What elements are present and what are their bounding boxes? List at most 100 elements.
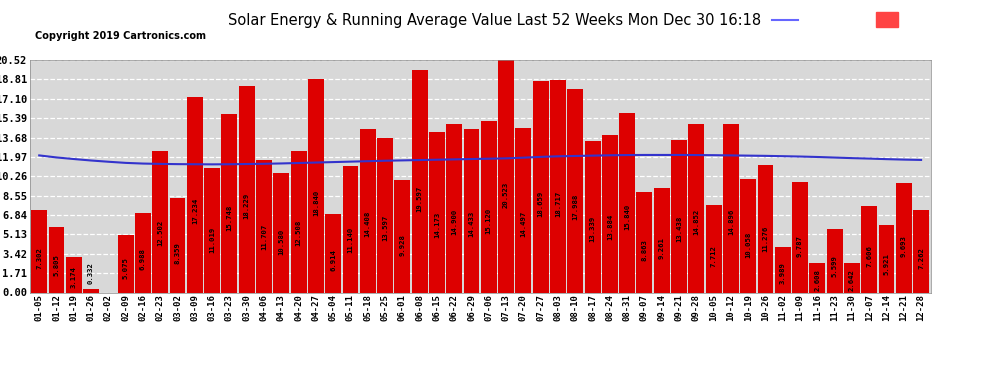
Bar bbox=[446, 124, 462, 292]
Bar bbox=[653, 188, 669, 292]
Text: 5.075: 5.075 bbox=[123, 257, 129, 279]
Bar bbox=[688, 124, 704, 292]
Bar bbox=[516, 128, 532, 292]
Text: 11.019: 11.019 bbox=[209, 227, 215, 253]
Text: 10.580: 10.580 bbox=[278, 229, 284, 255]
Bar bbox=[481, 121, 497, 292]
Bar bbox=[222, 114, 238, 292]
Text: 14.173: 14.173 bbox=[434, 212, 440, 238]
Text: 15.748: 15.748 bbox=[227, 204, 233, 231]
Bar bbox=[204, 168, 220, 292]
Text: 6.914: 6.914 bbox=[331, 249, 337, 270]
Text: 9.693: 9.693 bbox=[901, 236, 907, 257]
Text: 3.989: 3.989 bbox=[780, 262, 786, 285]
Bar bbox=[637, 192, 652, 292]
Bar bbox=[463, 129, 479, 292]
Text: 5.805: 5.805 bbox=[53, 254, 59, 276]
Text: 7.712: 7.712 bbox=[711, 245, 717, 267]
Bar bbox=[256, 160, 272, 292]
Text: 12.508: 12.508 bbox=[296, 220, 302, 246]
Text: 10.058: 10.058 bbox=[745, 231, 751, 258]
Bar bbox=[308, 79, 324, 292]
Text: 18.659: 18.659 bbox=[538, 190, 544, 217]
Text: 14.852: 14.852 bbox=[693, 209, 699, 235]
Bar bbox=[550, 80, 566, 292]
Bar bbox=[619, 113, 635, 292]
Bar bbox=[723, 124, 739, 292]
Bar bbox=[32, 210, 48, 292]
Text: Copyright 2019 Cartronics.com: Copyright 2019 Cartronics.com bbox=[35, 32, 206, 41]
Text: 11.140: 11.140 bbox=[347, 226, 353, 253]
Bar bbox=[913, 210, 929, 292]
Bar bbox=[343, 166, 358, 292]
Bar bbox=[187, 97, 203, 292]
Text: Weekly ($): Weekly ($) bbox=[903, 15, 965, 25]
Text: 15.120: 15.120 bbox=[486, 207, 492, 234]
Text: 2.642: 2.642 bbox=[848, 269, 855, 291]
Bar bbox=[843, 262, 860, 292]
Bar bbox=[66, 256, 82, 292]
Bar bbox=[359, 129, 376, 292]
Bar bbox=[377, 138, 393, 292]
Bar bbox=[602, 135, 618, 292]
Bar bbox=[567, 89, 583, 292]
Bar bbox=[498, 60, 514, 292]
Text: 6.988: 6.988 bbox=[140, 248, 146, 270]
Bar bbox=[876, 12, 898, 27]
Bar bbox=[118, 235, 134, 292]
Text: 18.840: 18.840 bbox=[313, 190, 319, 216]
Bar bbox=[584, 141, 601, 292]
Text: 3.174: 3.174 bbox=[71, 267, 77, 288]
Bar bbox=[741, 178, 756, 292]
Bar bbox=[49, 227, 64, 292]
Bar bbox=[775, 247, 791, 292]
Text: 13.884: 13.884 bbox=[607, 213, 613, 240]
Text: 11.707: 11.707 bbox=[261, 224, 267, 250]
Bar bbox=[810, 263, 826, 292]
Text: 17.988: 17.988 bbox=[572, 194, 578, 220]
Text: 20.523: 20.523 bbox=[503, 182, 509, 208]
Bar bbox=[169, 198, 185, 292]
Bar bbox=[878, 225, 894, 292]
Bar bbox=[412, 70, 428, 292]
Bar bbox=[533, 81, 548, 292]
Bar bbox=[135, 213, 150, 292]
Text: Solar Energy & Running Average Value Last 52 Weeks Mon Dec 30 16:18: Solar Energy & Running Average Value Las… bbox=[229, 13, 761, 28]
Text: 9.787: 9.787 bbox=[797, 235, 803, 257]
Text: 0.332: 0.332 bbox=[88, 262, 94, 284]
Text: 18.229: 18.229 bbox=[244, 193, 249, 219]
Text: 7.606: 7.606 bbox=[866, 245, 872, 267]
Text: 2.608: 2.608 bbox=[815, 269, 821, 291]
Text: 14.433: 14.433 bbox=[468, 211, 474, 237]
Bar bbox=[273, 172, 289, 292]
Text: 13.438: 13.438 bbox=[676, 215, 682, 242]
Bar bbox=[326, 214, 342, 292]
Text: 5.599: 5.599 bbox=[832, 255, 838, 277]
Text: 18.717: 18.717 bbox=[555, 190, 561, 216]
Bar bbox=[861, 206, 877, 292]
Text: 19.597: 19.597 bbox=[417, 186, 423, 212]
Text: 17.234: 17.234 bbox=[192, 197, 198, 223]
Bar bbox=[896, 183, 912, 292]
Bar bbox=[291, 151, 307, 292]
Bar bbox=[827, 229, 842, 292]
Text: 7.302: 7.302 bbox=[37, 247, 43, 269]
Bar bbox=[757, 165, 773, 292]
Text: 13.339: 13.339 bbox=[590, 216, 596, 242]
Text: 14.896: 14.896 bbox=[728, 209, 734, 235]
Bar bbox=[394, 180, 410, 292]
Text: 9.261: 9.261 bbox=[658, 237, 664, 260]
Text: 8.359: 8.359 bbox=[174, 242, 180, 264]
Bar bbox=[239, 86, 254, 292]
Bar bbox=[83, 289, 99, 292]
Bar bbox=[671, 140, 687, 292]
Text: 13.597: 13.597 bbox=[382, 214, 388, 241]
Text: 7.262: 7.262 bbox=[918, 247, 924, 269]
Text: 12.502: 12.502 bbox=[157, 220, 163, 246]
Text: 5.921: 5.921 bbox=[883, 254, 889, 275]
Text: 8.863: 8.863 bbox=[642, 239, 647, 261]
Text: 14.408: 14.408 bbox=[364, 211, 370, 237]
Bar bbox=[152, 151, 168, 292]
Text: 9.928: 9.928 bbox=[399, 234, 405, 256]
Text: 15.840: 15.840 bbox=[624, 204, 630, 230]
